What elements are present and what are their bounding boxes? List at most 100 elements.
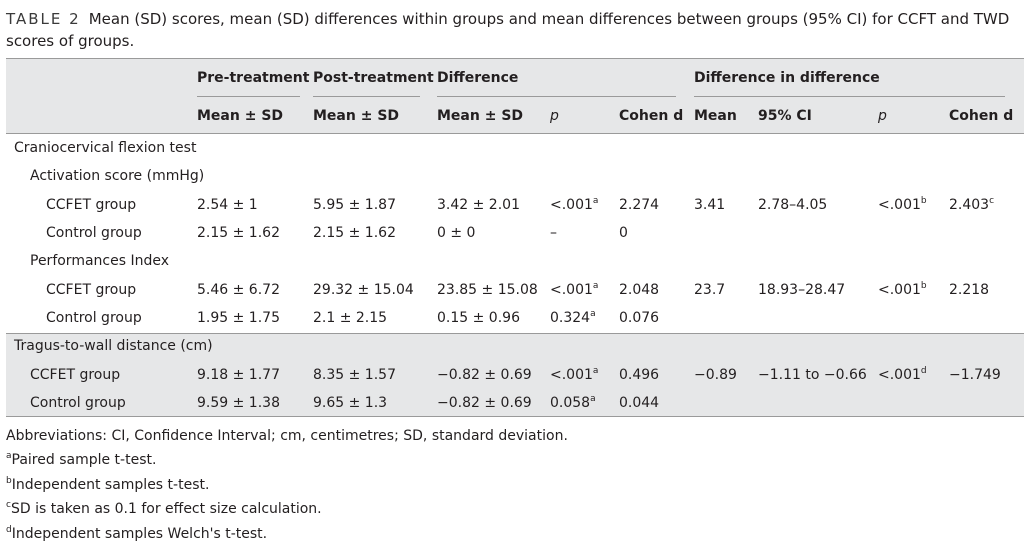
footnote-text: Independent samples t-test. — [11, 476, 210, 493]
cell: 9.65 ± 1.3 — [313, 395, 388, 411]
cell: <.001b — [878, 281, 927, 299]
cell-text: 0.324 — [550, 310, 591, 326]
group-underline — [313, 96, 420, 97]
group-header: Difference — [437, 70, 519, 86]
table-caption: Mean (SD) scores, mean (SD) differences … — [6, 10, 1010, 50]
bottom-rule — [6, 416, 1024, 417]
cell: <.001a — [550, 366, 598, 384]
cell: 0.058a — [550, 394, 596, 412]
group-underline — [437, 96, 676, 97]
column-header: p — [550, 108, 559, 124]
cell-footnote-mark: d — [920, 366, 927, 376]
section-band — [6, 333, 1024, 416]
cell-text: <.001 — [550, 197, 593, 213]
column-header: p — [878, 108, 887, 124]
row-label: CCFET group — [46, 197, 137, 213]
footnote: aPaired sample t-test. — [6, 451, 156, 469]
cell: 3.42 ± 2.01 — [437, 197, 520, 213]
footnote: cSD is taken as 0.1 for effect size calc… — [6, 500, 322, 518]
header-band — [6, 58, 1024, 133]
cell: 0.044 — [619, 395, 660, 411]
row-label: Craniocervical flexion test — [14, 140, 197, 156]
cell: 2.78–4.05 — [758, 197, 828, 213]
column-header: 95% CI — [758, 108, 812, 124]
cell: <.001a — [550, 196, 598, 214]
cell: −1.749 — [949, 367, 1001, 383]
footnote-mark: d — [6, 524, 12, 535]
cell: 0.496 — [619, 367, 660, 383]
cell-footnote-mark: c — [989, 196, 995, 206]
cell-footnote-mark: b — [920, 196, 927, 206]
cell: 23.7 — [694, 282, 726, 298]
cell: 2.1 ± 2.15 — [313, 310, 388, 326]
table-label: TABLE 2 — [6, 10, 81, 28]
cell: 2.54 ± 1 — [197, 197, 258, 213]
cell-text: <.001 — [550, 367, 593, 383]
cell: 0.15 ± 0.96 — [437, 310, 520, 326]
footnote-mark: c — [6, 500, 11, 510]
cell: −1.11 to −0.66 — [758, 367, 867, 383]
cell-footnote-mark: b — [920, 281, 927, 291]
footnote-text: Independent samples Welch's t-test. — [11, 525, 268, 542]
cell-footnote-mark: a — [590, 394, 596, 404]
group-underline — [694, 96, 1005, 97]
table-title: TABLE 2 Mean (SD) scores, mean (SD) diffe… — [6, 8, 1016, 52]
row-label: Performances Index — [30, 253, 170, 269]
cell-footnote-mark: a — [592, 196, 599, 206]
cell: 5.95 ± 1.87 — [313, 197, 396, 213]
group-header: Pre-treatment — [197, 70, 310, 86]
cell: 0 ± 0 — [437, 225, 476, 241]
cell: 8.35 ± 1.57 — [313, 367, 396, 383]
column-header: Mean — [694, 108, 737, 124]
row-label: Activation score (mmHg) — [30, 168, 205, 184]
cell-footnote-mark: a — [592, 281, 599, 291]
cell-text: 2.403 — [949, 197, 990, 213]
group-underline — [197, 96, 300, 97]
group-header: Difference in difference — [694, 70, 880, 86]
cell: <.001d — [878, 366, 927, 384]
group-header: Post-treatment — [313, 70, 434, 86]
row-label: CCFET group — [30, 367, 121, 383]
cell: 9.18 ± 1.77 — [197, 367, 280, 383]
cell: 0.076 — [619, 310, 660, 326]
cell: <.001b — [878, 196, 927, 214]
cell-text: 0.058 — [550, 395, 591, 411]
cell: −0.89 — [694, 367, 737, 383]
footnote-mark: b — [6, 475, 12, 486]
cell: 2.403c — [949, 196, 994, 214]
row-label: CCFET group — [46, 282, 137, 298]
cell-footnote-mark: a — [590, 309, 596, 319]
cell: 9.59 ± 1.38 — [197, 395, 280, 411]
column-header: Mean ± SD — [437, 108, 524, 124]
cell: 23.85 ± 15.08 — [437, 282, 538, 298]
section-rule — [6, 333, 1024, 334]
cell: 1.95 ± 1.75 — [197, 310, 280, 326]
cell-text: <.001 — [550, 282, 593, 298]
row-label: Control group — [30, 395, 126, 411]
cell: 0.324a — [550, 309, 596, 327]
cell: −0.82 ± 0.69 — [437, 395, 532, 411]
cell: 29.32 ± 15.04 — [313, 282, 414, 298]
footnote-mark: a — [6, 451, 12, 461]
cell: 2.218 — [949, 282, 990, 298]
cell: – — [550, 225, 557, 241]
footnote: dIndependent samples Welch's t-test. — [6, 525, 267, 543]
cell: 5.46 ± 6.72 — [197, 282, 280, 298]
row-label: Control group — [46, 225, 142, 241]
cell-footnote-mark: a — [592, 366, 599, 376]
cell: 2.274 — [619, 197, 660, 213]
cell: 2.048 — [619, 282, 660, 298]
footnote: bIndependent samples t-test. — [6, 476, 209, 494]
column-header: Cohen d — [949, 108, 1014, 124]
cell: 2.15 ± 1.62 — [197, 225, 280, 241]
cell-text: <.001 — [878, 282, 921, 298]
column-header: Cohen d — [619, 108, 684, 124]
cell: 0 — [619, 225, 628, 241]
footnote-text: SD is taken as 0.1 for effect size calcu… — [10, 501, 322, 517]
footnote-text: Paired sample t-test. — [11, 452, 157, 468]
header-rule — [6, 133, 1024, 134]
row-label: Control group — [46, 310, 142, 326]
cell: 3.41 — [694, 197, 726, 213]
row-label: Tragus-to-wall distance (cm) — [14, 338, 213, 354]
